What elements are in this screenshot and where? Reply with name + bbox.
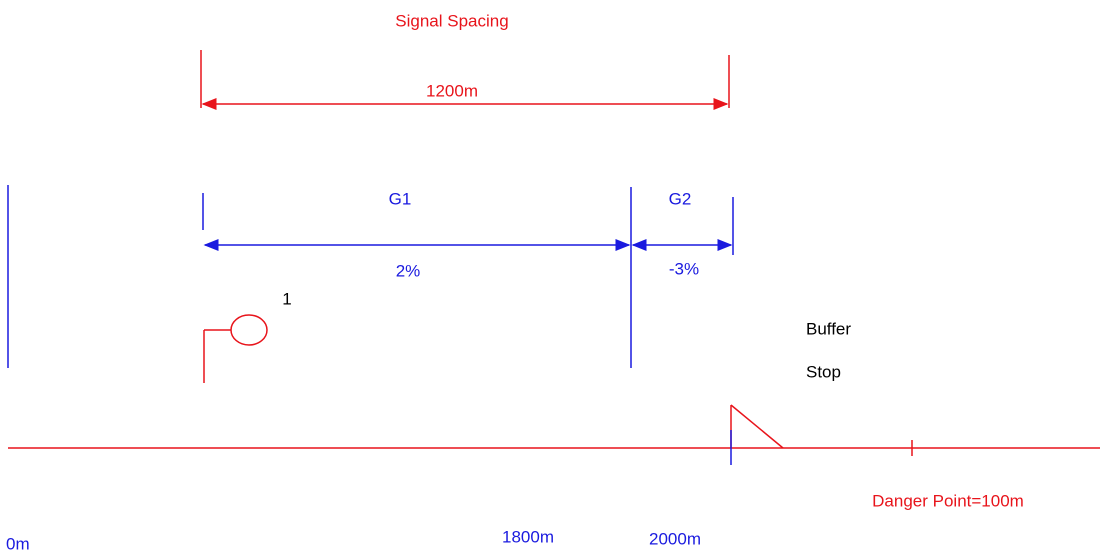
signal-label: 1 — [282, 289, 291, 308]
gradient-grade: -3% — [669, 259, 699, 278]
blue-lines — [7, 185, 734, 465]
position-label: 0m — [6, 534, 30, 553]
buffer-stop: Buffer — [806, 319, 851, 338]
red-lines — [8, 50, 1100, 456]
danger-point: Danger Point=100m — [872, 491, 1024, 510]
gradient-grade: 2% — [396, 261, 421, 280]
position-label: 2000m — [649, 529, 701, 548]
spacing-label: 1200m — [426, 81, 478, 100]
gradient-name: G2 — [669, 189, 692, 208]
title: Signal Spacing — [395, 11, 508, 30]
buffer-stop: Stop — [806, 362, 841, 381]
position-label: 1800m — [502, 527, 554, 546]
gradient-name: G1 — [389, 189, 412, 208]
